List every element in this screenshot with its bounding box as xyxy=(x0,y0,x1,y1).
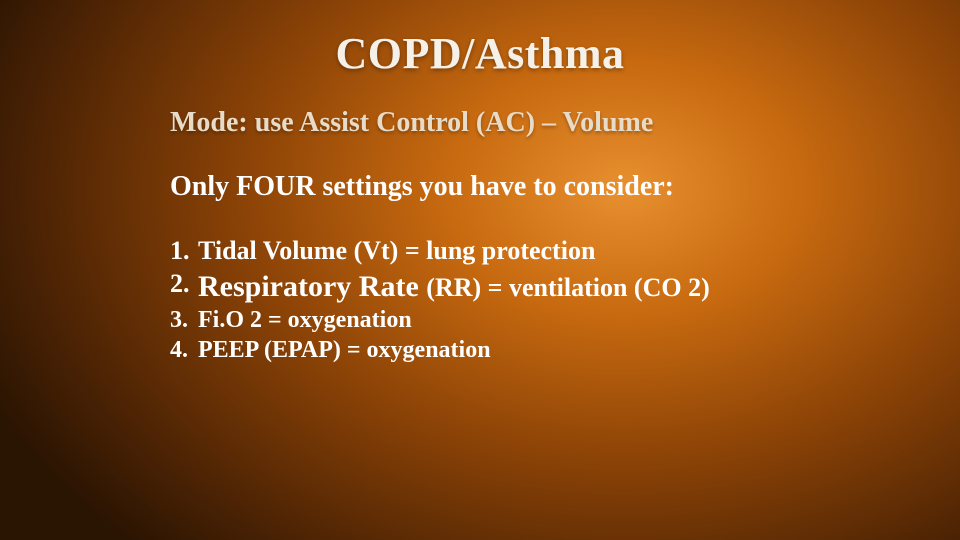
list-item: Respiratory Rate (RR) = ventilation (CO … xyxy=(170,268,860,306)
slide: COPD/Asthma Mode: use Assist Control (AC… xyxy=(0,0,960,540)
slide-title: COPD/Asthma xyxy=(60,28,900,79)
list-item: Tidal Volume (Vt) = lung protection xyxy=(170,235,860,268)
item-text: Fi.O 2 = oxygenation xyxy=(198,307,412,333)
mode-line: Mode: use Assist Control (AC) – Volume xyxy=(170,107,860,139)
list-item: PEEP (EPAP) = oxygenation xyxy=(170,335,860,365)
item-text: Tidal Volume (Vt) = lung protection xyxy=(198,236,595,265)
list-item: Fi.O 2 = oxygenation xyxy=(170,305,860,335)
item-text: (RR) = ventilation (CO 2) xyxy=(426,273,709,302)
item-text-emphasis: Respiratory Rate xyxy=(198,270,426,303)
settings-list: Tidal Volume (Vt) = lung protection Resp… xyxy=(170,235,860,365)
item-text: PEEP (EPAP) = oxygenation xyxy=(198,337,491,363)
slide-content: Mode: use Assist Control (AC) – Volume O… xyxy=(60,107,900,365)
settings-intro: Only FOUR settings you have to consider: xyxy=(170,171,860,203)
